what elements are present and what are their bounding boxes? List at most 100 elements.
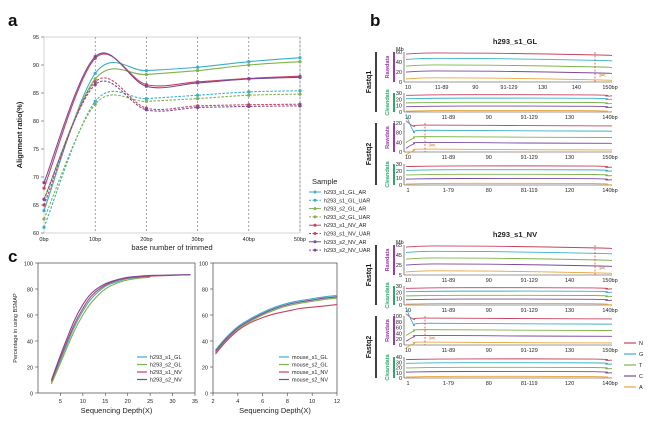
b-ytick-label: 10 <box>396 104 402 110</box>
b-xtick-label: 91-129 <box>521 278 538 284</box>
ytick-label-a: 85 <box>33 91 39 97</box>
data-point-h293_s2_NV_UAR <box>93 83 97 87</box>
b-base-line-G <box>405 290 613 293</box>
b-legend-label: C <box>639 374 643 380</box>
ytick-label-a: 60 <box>33 231 39 237</box>
xtick-label-c-right: 4 <box>236 399 239 405</box>
b-base-line-C <box>405 298 613 301</box>
ytick-label-c-right: 100 <box>199 262 208 268</box>
legend-marker-a <box>313 223 317 227</box>
scissors-icon: ✂ <box>599 71 606 80</box>
b-unit-label: Mb <box>396 47 404 53</box>
b-xtick-label: 1-79 <box>443 381 454 387</box>
b-ytick-label: 40 <box>396 140 402 146</box>
data-point-h293_s2_NV_AR <box>93 55 97 59</box>
b-side-label: Rawdata <box>385 248 391 272</box>
legend-label-c-right: mouse_s2_NV <box>292 378 328 384</box>
b-side-label: Cleandata <box>385 353 391 380</box>
b-base-line-A <box>405 375 613 379</box>
data-point-h293_s2_NV_AR <box>42 181 46 185</box>
b-base-line-A <box>405 270 613 274</box>
b-ytick-label: 0 <box>399 343 402 349</box>
data-point-h293_s2_NV_UAR <box>247 104 251 109</box>
xtick-label-a: 20bp <box>140 237 152 243</box>
legend-label-c-left: h293_s1_NV <box>150 370 182 376</box>
legend-marker-a <box>313 190 317 194</box>
b-base-line-G <box>405 114 613 134</box>
b-ytick-label: 25 <box>396 263 402 269</box>
ytick-label-a: 70 <box>33 175 39 181</box>
data-point-h293_s2_NV_UAR <box>144 108 148 112</box>
ytick-label-c-left: 40 <box>27 340 33 346</box>
xtick-label-c-left: 35 <box>192 399 198 405</box>
b-xtick-label: 130 <box>565 308 574 314</box>
panel-label-c: c <box>8 247 17 266</box>
b-xtick-label: 150bp <box>602 348 617 354</box>
b-base-line-T <box>405 101 613 105</box>
b-xtick-label: 120 <box>565 188 574 194</box>
b-xtick-label: 1 <box>406 381 409 387</box>
xtick-label-c-left: 10 <box>80 399 86 405</box>
series-line-h293_s1_GL <box>50 276 151 383</box>
b-xtick-label: 11-89 <box>435 85 449 91</box>
b-side-label: Rawdata <box>385 55 391 79</box>
series-line-h293_s2_NV_UAR <box>43 80 301 200</box>
y-axis-label-c-left: Percentage in using BSMAP <box>13 293 19 363</box>
b-base-line-G <box>405 97 613 100</box>
b-xtick-label: 130 <box>565 115 574 121</box>
b-xtick-label: 120 <box>565 381 574 387</box>
b-legend-label: N <box>639 341 643 347</box>
b-xtick-label: 140bp <box>602 308 617 314</box>
ytick-label-a: 80 <box>33 119 39 125</box>
series-line-h293_s2_GL_UAR <box>43 93 301 220</box>
b-xtick-label: 140 <box>565 278 574 284</box>
b-side-label: Cleandata <box>385 88 391 115</box>
b-base-line-N <box>405 52 613 57</box>
b-ytick-label: 20 <box>396 97 402 103</box>
b-ytick-label: 30 <box>396 360 402 366</box>
b-base-line-G <box>405 362 613 365</box>
b-base-line-C <box>405 105 613 108</box>
ytick-label-c-left: 0 <box>30 392 33 398</box>
b-xtick-label: 10 <box>405 278 411 284</box>
series-line-h293_s1_NV <box>50 274 191 382</box>
data-point-h293_s1_NV_UAR <box>42 203 46 207</box>
b-ytick-label: 0 <box>399 376 402 382</box>
legend-label-c-right: mouse_s1_GL <box>292 355 328 361</box>
b-base-line-T <box>405 136 613 143</box>
b-xtick-label: 91-129 <box>521 115 538 121</box>
data-point-h293_s2_GL_UAR <box>42 217 46 221</box>
b-xtick-label: 81-119 <box>521 381 538 387</box>
b-ytick-label: 10 <box>396 297 402 303</box>
b-base-line-C <box>405 178 613 181</box>
b-base-line-N <box>405 94 613 97</box>
b-ytick-label: 20 <box>396 366 402 372</box>
legend-label-a: h293_s1_GL_AR <box>324 190 366 196</box>
xtick-label-c-left: 20 <box>125 399 131 405</box>
b-side-label: Rawdata <box>385 125 391 149</box>
data-point-h293_s2_NV_UAR <box>196 105 200 110</box>
b-ytick-label: 0 <box>399 80 402 86</box>
b-ytick-label: 80 <box>396 320 402 326</box>
data-point-h293_s1_GL_UAR <box>42 225 46 229</box>
b-fastq-label: Fastq1 <box>366 71 373 94</box>
b-base-line-N <box>405 287 613 290</box>
scissors-icon: ✂ <box>429 141 436 150</box>
scissors-icon: ✂ <box>599 264 606 273</box>
data-point-h293_s1_GL_UAR <box>93 99 97 103</box>
b-xtick-label: 140 <box>572 85 581 91</box>
b-base-line-A <box>405 110 613 113</box>
b-xtick-label: 1 <box>406 188 409 194</box>
b-xtick-label: 130 <box>538 85 547 91</box>
data-point-h293_s1_GL_AR <box>144 69 148 73</box>
data-point-h293_s1_GL_AR <box>196 65 200 69</box>
b-ytick-label: 0 <box>399 303 402 309</box>
b-xtick-label: 90 <box>486 348 492 354</box>
legend-label-a: h293_s1_NV_AR <box>324 223 367 229</box>
data-point-h293_s2_GL_UAR <box>196 97 200 101</box>
legend-marker-a <box>313 215 317 219</box>
b-ytick-label: 80 <box>396 131 402 137</box>
b-xtick-label: 90 <box>486 278 492 284</box>
data-point-h293_s2_GL_AR <box>93 77 97 81</box>
xtick-label-c-right: 12 <box>334 399 340 405</box>
